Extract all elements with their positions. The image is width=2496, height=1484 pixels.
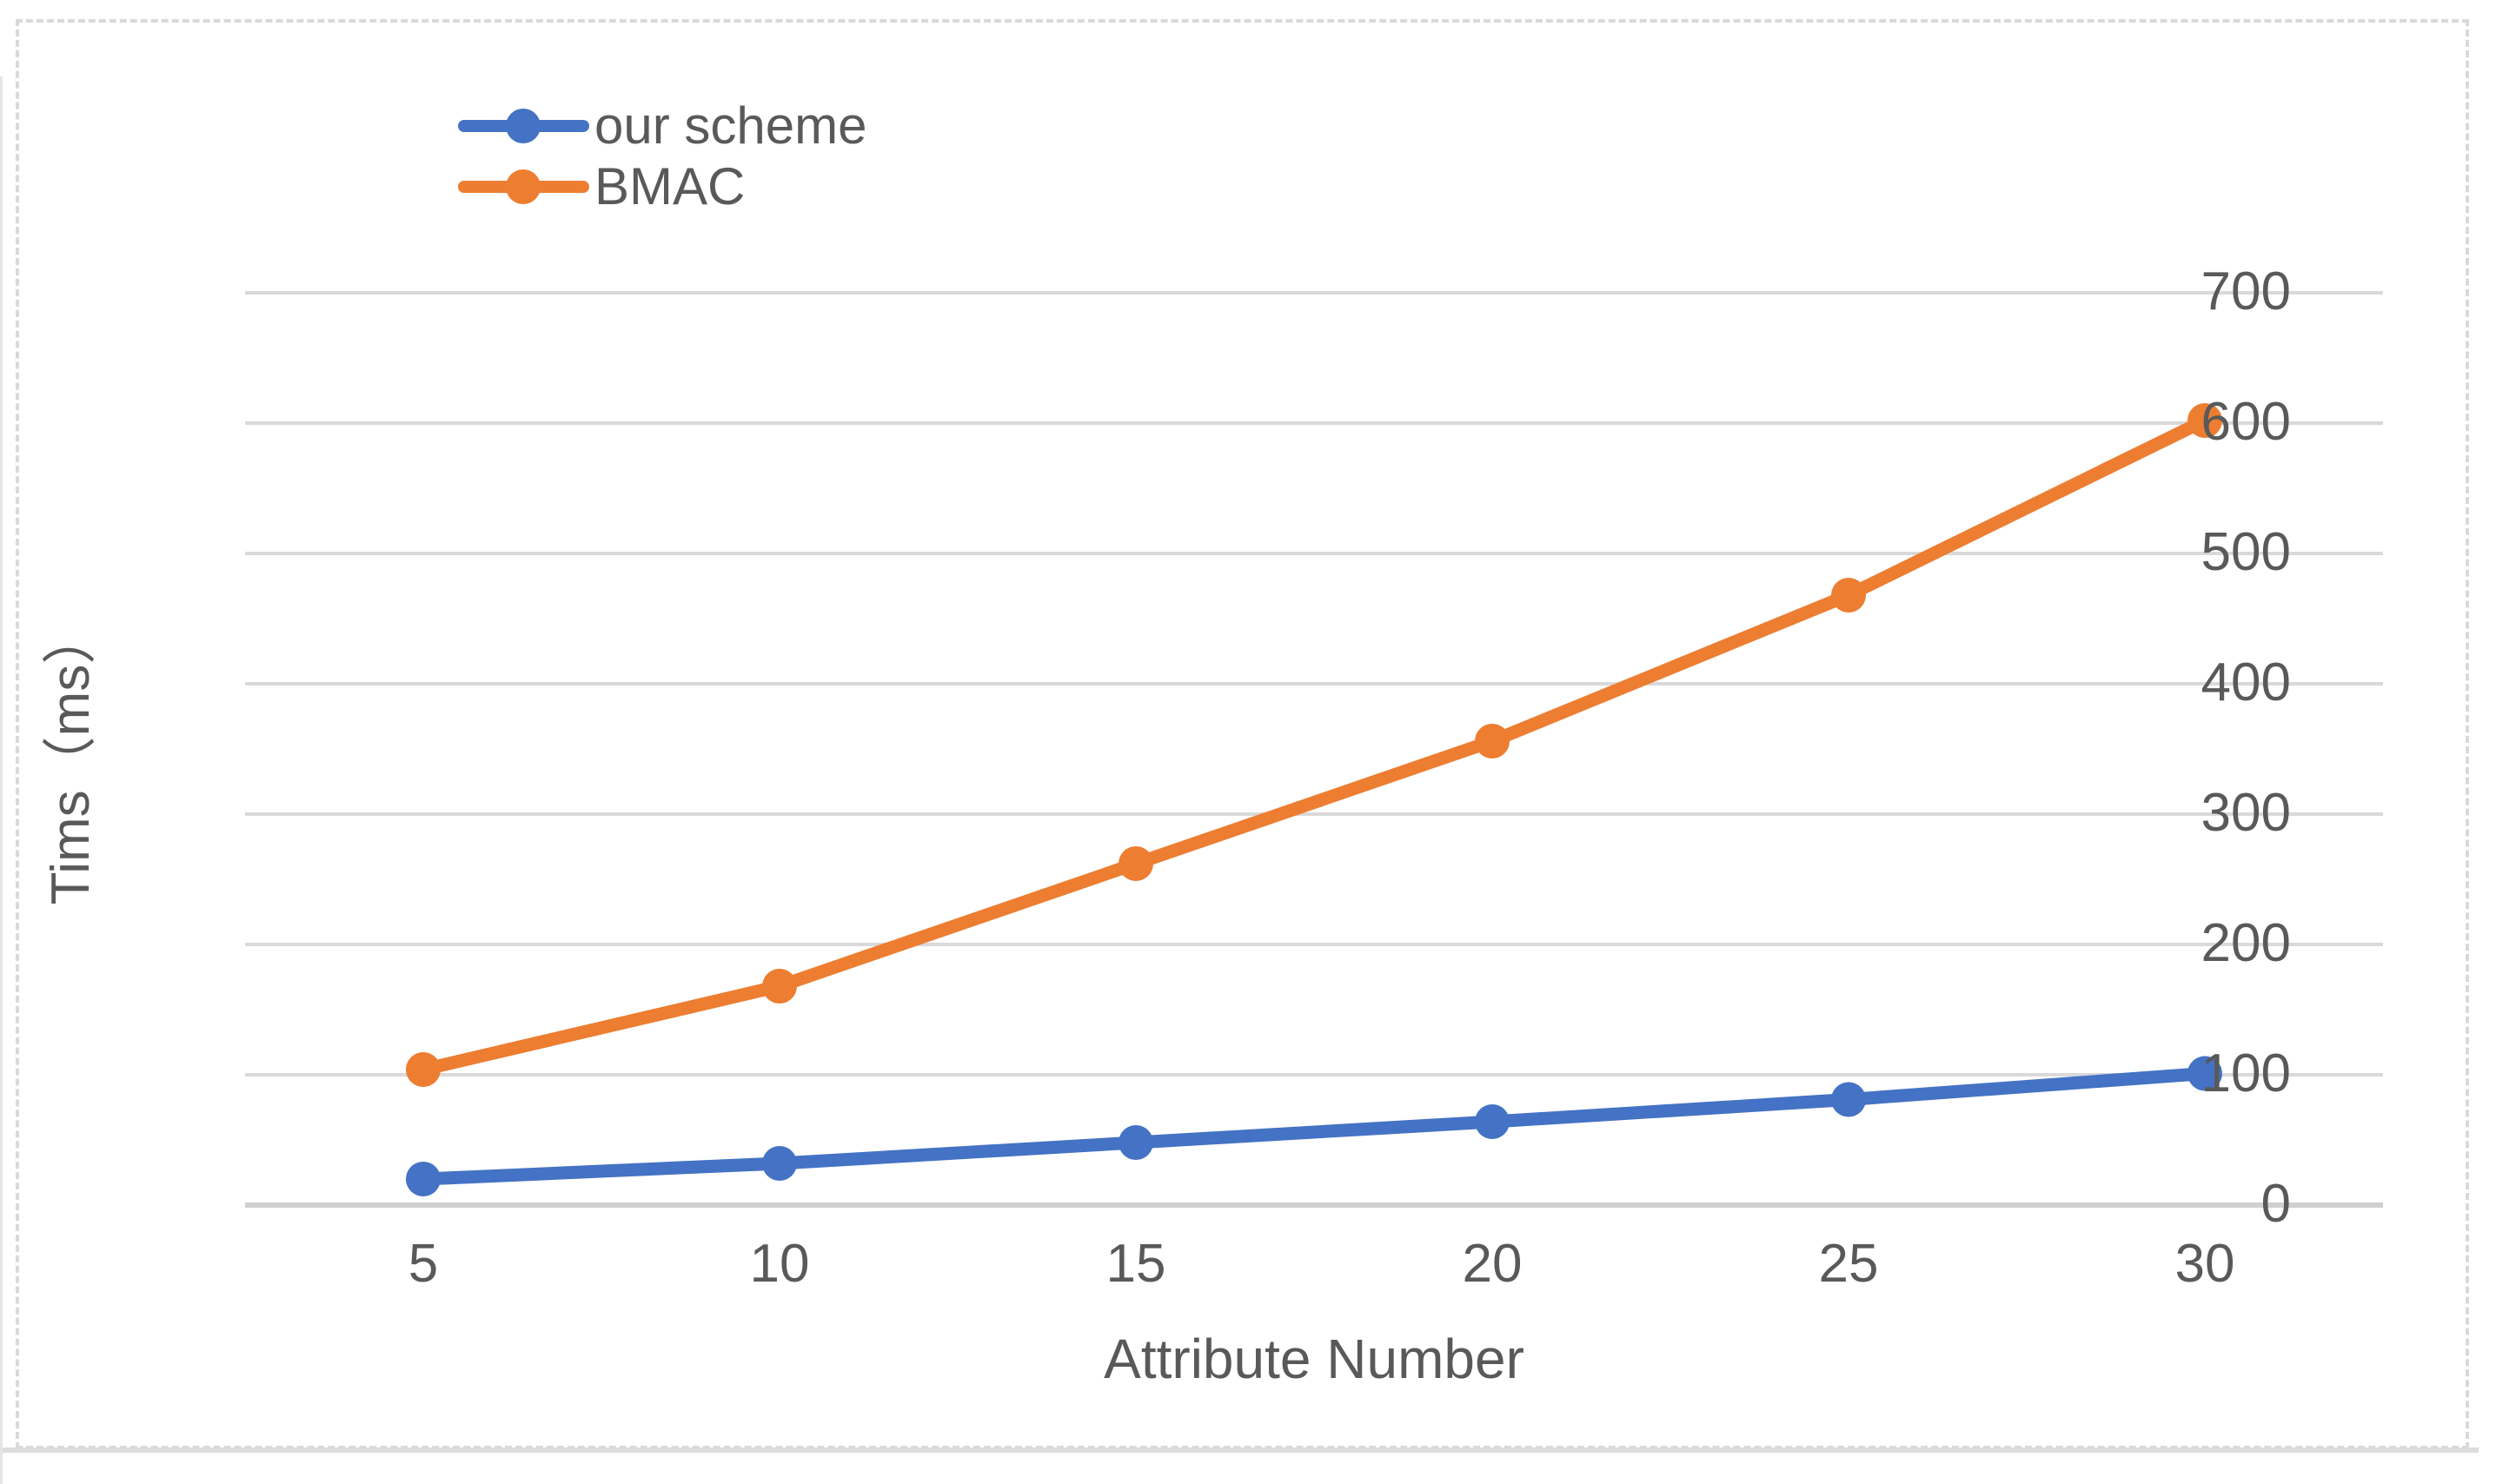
data-point-0-30 [2187, 1056, 2222, 1091]
legend: our scheme BMAC [458, 96, 866, 217]
data-point-1-30 [2187, 403, 2222, 438]
y-tick-label-0: 0 [2260, 1173, 2291, 1234]
y-tick-label-400: 400 [2201, 652, 2291, 712]
left-edge-line [0, 76, 3, 1484]
y-axis-title: Tims（ms） [41, 610, 101, 905]
series-line-1 [416, 414, 2212, 1077]
data-point-0-5 [406, 1162, 441, 1196]
series-line-0 [416, 1067, 2212, 1186]
data-point-1-15 [1119, 846, 1153, 881]
legend-marker-bmac-icon [458, 169, 589, 204]
y-tick-label-200: 200 [2201, 912, 2291, 973]
y-tick-label-700: 700 [2201, 261, 2291, 321]
legend-marker-our-scheme-icon [458, 109, 589, 143]
x-tick-label-5: 5 [408, 1234, 439, 1294]
y-tick-label-500: 500 [2201, 521, 2291, 582]
x-tick-label-30: 30 [2174, 1234, 2235, 1294]
data-point-1-25 [1831, 578, 1866, 613]
data-point-0-15 [1119, 1125, 1153, 1160]
x-tick-label-25: 25 [1818, 1234, 1879, 1294]
data-point-1-10 [762, 969, 797, 1004]
legend-label-our-scheme: our scheme [594, 96, 867, 155]
x-tick-label-20: 20 [1462, 1234, 1523, 1294]
data-point-0-10 [762, 1146, 797, 1181]
data-point-1-20 [1475, 724, 1510, 759]
legend-item-our-scheme: our scheme [458, 96, 866, 156]
data-point-0-25 [1831, 1082, 1866, 1117]
x-tick-label-15: 15 [1105, 1234, 1166, 1294]
legend-label-bmac: BMAC [594, 157, 746, 215]
y-tick-label-300: 300 [2201, 782, 2291, 843]
x-axis-title: Attribute Number [1104, 1328, 1524, 1390]
data-point-0-20 [1475, 1104, 1510, 1139]
x-tick-label-10: 10 [749, 1234, 810, 1294]
legend-item-bmac: BMAC [458, 156, 866, 217]
y-tick-label-100: 100 [2201, 1043, 2291, 1103]
y-tick-label-600: 600 [2201, 391, 2291, 452]
bottom-divider-line [0, 1448, 2479, 1453]
data-point-1-5 [406, 1052, 441, 1087]
